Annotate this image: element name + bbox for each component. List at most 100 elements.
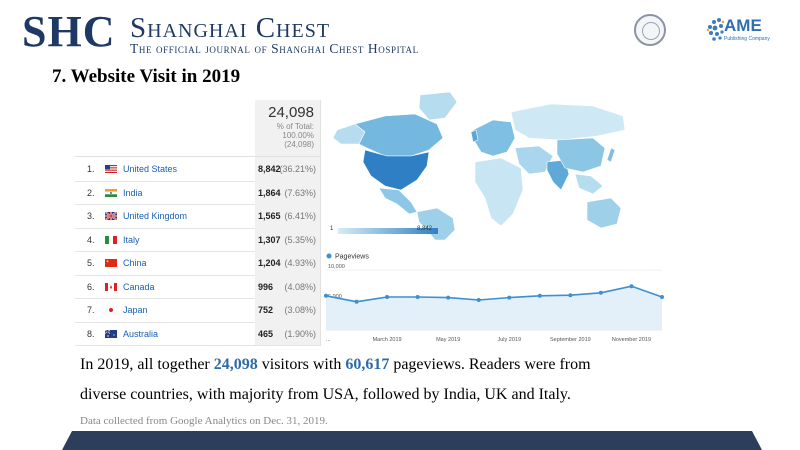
map-legend-max: 8,842 (417, 226, 433, 232)
row-pct: (3.08%) (284, 305, 316, 315)
table-row: 7. Japan 752 (3.08%) (75, 298, 320, 323)
row-rank: 3. (87, 211, 95, 221)
map-middle-east (514, 145, 554, 175)
row-value: 8,842 (258, 164, 281, 174)
map-canada (354, 113, 444, 157)
total-column-header: 24,098 % of Total: 100.00% (24,098) (255, 100, 320, 156)
map-china (556, 137, 606, 173)
data-source-note: Data collected from Google Analytics on … (80, 415, 328, 427)
row-pct: (36.21%) (279, 164, 316, 174)
country-link[interactable]: Italy (123, 234, 140, 245)
value-cell: 8,842 (36.21%) (255, 157, 320, 181)
uk-flag-icon (105, 212, 117, 220)
value-cell: 752 (3.08%) (255, 298, 320, 322)
summary-line-1: In 2019, all together 24,098 visitors wi… (80, 356, 591, 374)
row-value: 1,204 (258, 258, 281, 268)
us-flag-icon (105, 165, 117, 173)
row-rank: 7. (87, 305, 95, 315)
row-rank: 8. (87, 328, 95, 339)
map-mexico (378, 187, 418, 215)
map-south-america (416, 207, 456, 240)
country-link[interactable]: United Kingdom (123, 211, 188, 221)
x-tick-label: July 2019 (497, 337, 521, 343)
map-africa (474, 157, 524, 227)
map-europe (472, 119, 516, 157)
data-point (660, 295, 664, 299)
table-row: 3. United Kingdom 1,565 (6.41%) (75, 204, 320, 229)
y-tick-label: 10,000 (328, 264, 345, 270)
row-rank: 5. (87, 258, 95, 268)
pageviews-line (325, 285, 663, 303)
total-sessions-value: 24,098 (268, 104, 314, 121)
row-pct: (5.35%) (284, 234, 316, 245)
country-link[interactable]: Australia (123, 328, 159, 339)
table-row: 5. China 1,204 (4.93%) (75, 251, 320, 276)
map-russia (510, 103, 626, 141)
table-row: 2. India 1,864 (7.63%) (75, 180, 320, 205)
ame-logo-icon (706, 18, 725, 41)
row-value: 1,307 (258, 234, 281, 245)
map-united-states (362, 149, 430, 191)
data-point (507, 295, 512, 300)
x-tick-label: March 2019 (373, 337, 402, 343)
total-paren-value: (24,098) (284, 140, 314, 149)
country-link[interactable]: China (123, 258, 147, 268)
china-flag-icon (105, 259, 117, 267)
hospital-seal-icon (634, 14, 666, 46)
italy-flag-icon (105, 235, 117, 244)
row-pct: (1.90%) (284, 328, 316, 339)
map-uk (470, 129, 479, 143)
journal-logo-abbr: SHC (22, 7, 116, 56)
value-cell: 465 (1.90%) (255, 321, 320, 345)
row-rank: 6. (87, 281, 95, 292)
legend-marker (326, 253, 332, 259)
data-point (629, 284, 634, 289)
table-row: 6. Canada 996 (4.08%) (75, 274, 320, 299)
partner-logo-subtitle: Publishing Company (724, 36, 770, 42)
data-point (598, 290, 603, 295)
data-point (415, 295, 420, 299)
value-cell: 1,864 (7.63%) (255, 180, 320, 204)
country-link[interactable]: Japan (123, 305, 148, 315)
map-legend-bar (338, 228, 438, 234)
x-tick-label: September 2019 (550, 337, 591, 343)
journal-logo-name: Shanghai Chest (130, 12, 331, 44)
canada-flag-icon (105, 282, 117, 291)
data-point (446, 295, 451, 300)
journal-logo-subtitle: The official journal of Shanghai Chest H… (130, 41, 419, 56)
row-rank: 4. (87, 234, 95, 245)
country-link[interactable]: Canada (123, 281, 155, 292)
table-row: 4. Italy 1,307 (5.35%) (75, 227, 320, 252)
summary-text: In 2019, all together (80, 356, 214, 373)
row-rank: 1. (87, 164, 95, 174)
legend-label: Pageviews (335, 254, 369, 261)
row-value: 996 (258, 281, 274, 292)
visitors-count: 24,098 (213, 356, 258, 373)
row-value: 1,565 (258, 211, 281, 221)
summary-text: pageviews. Readers were from (389, 356, 591, 373)
data-point (476, 298, 481, 302)
value-cell: 996 (4.08%) (255, 274, 320, 298)
row-pct: (6.41%) (284, 211, 316, 221)
country-link[interactable]: India (123, 187, 143, 198)
row-value: 465 (258, 328, 274, 339)
partner-logo-text: AME (724, 16, 762, 35)
summary-line-2: diverse countries, with majority from US… (80, 386, 571, 403)
footer-bar (62, 431, 762, 450)
country-link[interactable]: United States (123, 164, 178, 174)
row-pct: (4.93%) (284, 258, 316, 268)
map-japan (606, 147, 616, 163)
australia-flag-icon (105, 329, 117, 338)
data-point (324, 293, 328, 298)
value-cell: 1,565 (6.41%) (255, 204, 320, 228)
section-title: 7. Website Visit in 2019 (52, 66, 241, 87)
japan-flag-icon (105, 306, 117, 314)
value-cell: 1,307 (5.35%) (255, 227, 320, 251)
x-tick-label: ... (326, 337, 331, 343)
pageviews-area (326, 286, 662, 330)
map-greenland (418, 91, 458, 121)
total-pct-value: 100.00% (282, 131, 314, 140)
value-cell: 1,204 (4.93%) (255, 251, 320, 275)
x-tick-label: May 2019 (436, 337, 460, 343)
